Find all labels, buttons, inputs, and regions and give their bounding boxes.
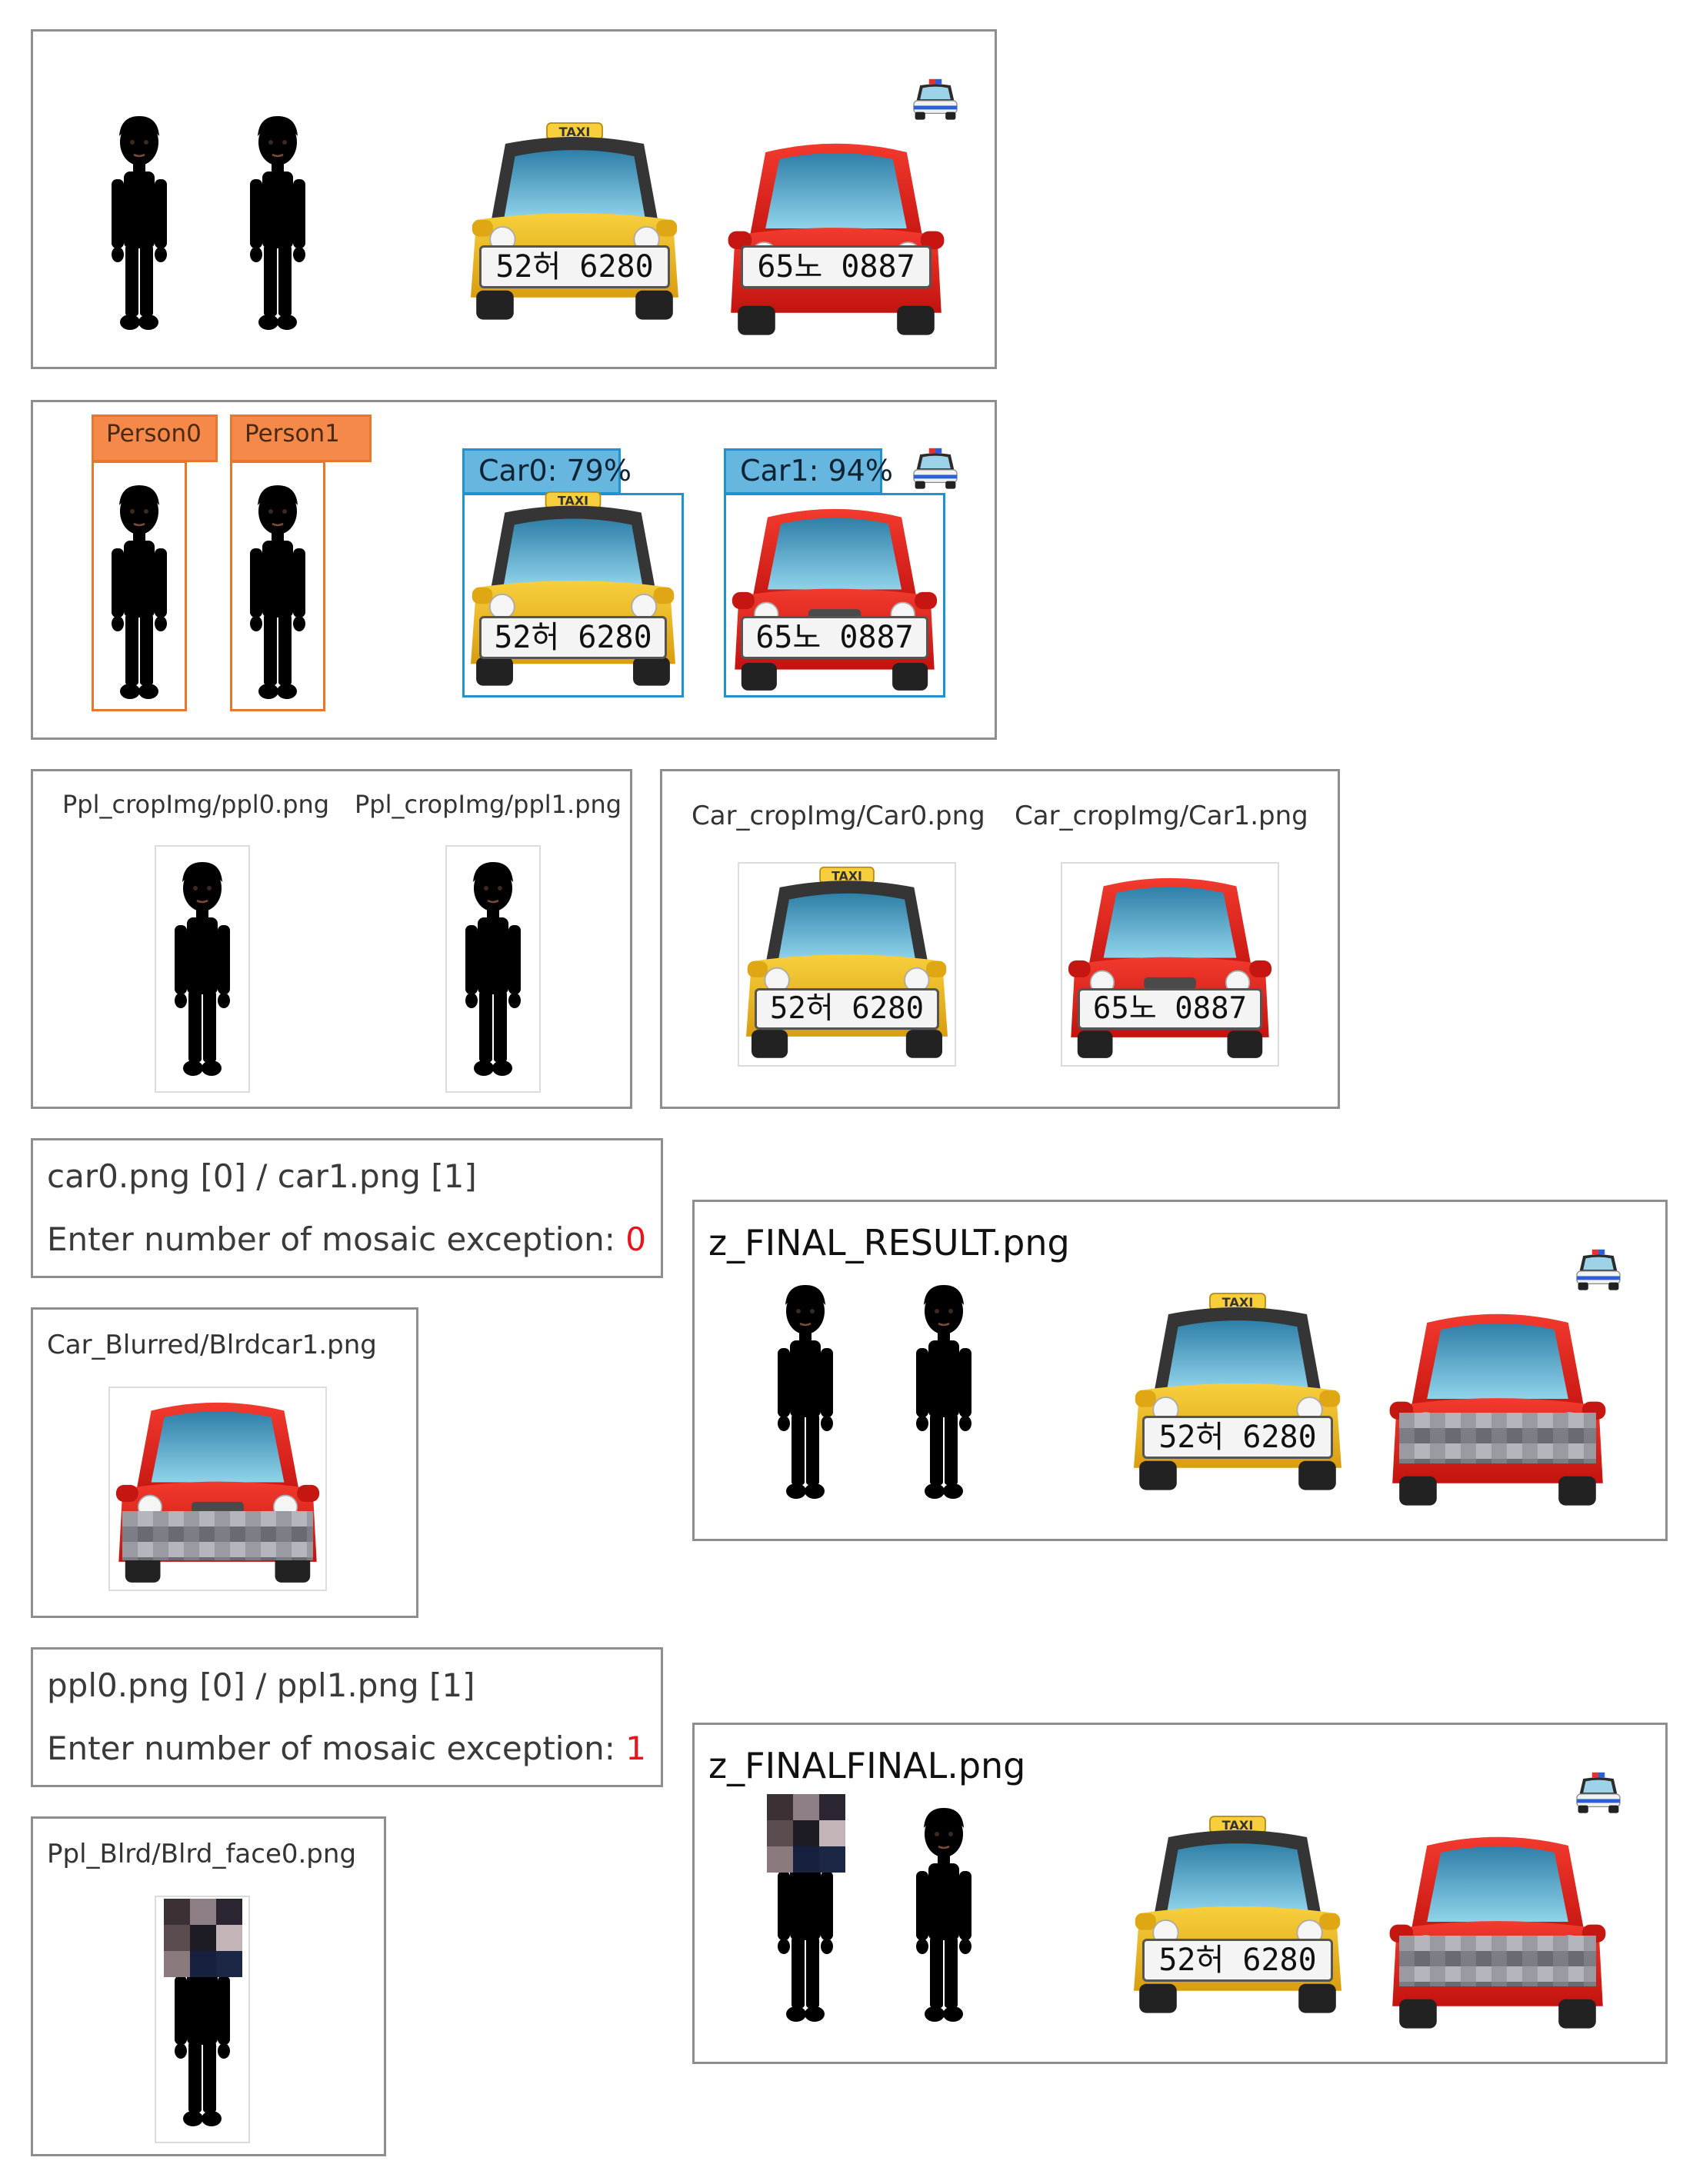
taxi-icon (1127, 1809, 1348, 2017)
taxi-plate: 52허 6280 (1142, 1939, 1333, 1982)
taxi-icon (1127, 1287, 1348, 1494)
ppl0-crop-image (155, 845, 250, 1093)
person-man-icon (905, 1277, 982, 1508)
final-final-panel: z_FINALFINAL.png 52허 6280 (692, 1723, 1668, 2064)
car-exception-prompt: Enter number of mosaic exception: 0 (47, 1220, 646, 1258)
ppl-blurred-panel: Ppl_Blrd/Blrd_face0.png (31, 1816, 386, 2156)
final-result-title: z_FINAL_RESULT.png (708, 1222, 1070, 1263)
ppl-exception-prompt: Enter number of mosaic exception: 1 (47, 1730, 646, 1767)
car-file-list: car0.png [0] / car1.png [1] (47, 1157, 477, 1195)
red-car-icon (725, 498, 944, 694)
red-car-plate: 65노 0887 (741, 616, 928, 659)
car-crops-panel: Car_cropImg/Car0.png Car_cropImg/Car1.pn… (660, 769, 1340, 1109)
car-blurred-caption: Car_Blurred/Blrdcar1.png (47, 1330, 377, 1360)
car0-crop-image: 52허 6280 (738, 862, 956, 1067)
person-man-icon (239, 478, 316, 708)
detection-panel: Person0 Person1 Car0: 79% 52허 6280 Car1:… (31, 400, 997, 740)
taxi-plate: 52허 6280 (479, 245, 670, 288)
car-exception-panel: car0.png [0] / car1.png [1] Enter number… (31, 1138, 663, 1278)
person-blond-icon (101, 478, 178, 708)
mosaic-plate (1399, 1413, 1596, 1463)
car0-crop-caption: Car_cropImg/Car0.png (692, 801, 985, 831)
taxi-icon (739, 861, 955, 1062)
red-car-icon (1062, 867, 1278, 1062)
car1-crop-image: 65노 0887 (1061, 862, 1279, 1067)
car1-label: Car1: 94% (724, 448, 893, 494)
red-car-icon (725, 132, 947, 339)
police-car-icon (1573, 1248, 1624, 1293)
car-blurred-panel: Car_Blurred/Blrdcar1.png (31, 1307, 418, 1618)
car0-label: Car0: 79% (462, 448, 632, 494)
police-car-icon (910, 447, 961, 491)
ppl-blurred-caption: Ppl_Blrd/Blrd_face0.png (47, 1839, 357, 1869)
original-image-panel: 52허 6280 65노 0887 (31, 29, 997, 369)
ppl1-crop-image (445, 845, 541, 1093)
taxi-plate: 52허 6280 (755, 988, 939, 1030)
ppl1-crop-caption: Ppl_cropImg/ppl1.png (355, 790, 622, 819)
person-blond-icon (164, 854, 241, 1085)
taxi-icon (464, 116, 685, 324)
ppl-exception-prompt-text: Enter number of mosaic exception: (47, 1730, 626, 1767)
police-car-icon (1573, 1771, 1624, 1816)
person-man-icon (905, 1800, 982, 2031)
people-exception-panel: ppl0.png [0] / ppl1.png [1] Enter number… (31, 1647, 663, 1787)
car-blurred-image (108, 1387, 327, 1591)
taxi-plate: 52허 6280 (1142, 1416, 1333, 1459)
final-result-panel: z_FINAL_RESULT.png 52허 6280 (692, 1200, 1668, 1541)
taxi-icon (464, 485, 682, 690)
police-car-icon (910, 78, 961, 122)
ppl-blurred-image (155, 1896, 250, 2143)
person0-label: Person0 (92, 414, 218, 462)
ppl-file-list: ppl0.png [0] / ppl1.png [1] (47, 1666, 475, 1704)
ppl-exception-value[interactable]: 1 (625, 1730, 647, 1767)
car1-crop-caption: Car_cropImg/Car1.png (1015, 801, 1308, 831)
person1-label: Person1 (230, 414, 372, 462)
car-exception-prompt-text: Enter number of mosaic exception: (47, 1220, 626, 1258)
taxi-plate: 52허 6280 (479, 616, 667, 659)
car-exception-value[interactable]: 0 (625, 1220, 647, 1258)
ppl0-crop-caption: Ppl_cropImg/ppl0.png (62, 790, 330, 819)
red-car-icon (1387, 1302, 1608, 1510)
person-man-icon (239, 108, 316, 339)
person-blond-icon (101, 108, 178, 339)
face-mosaic (164, 1899, 242, 1977)
final-final-title: z_FINALFINAL.png (708, 1745, 1026, 1786)
red-car-icon (1387, 1825, 1608, 2033)
mosaic-plate (1399, 1936, 1596, 1986)
person-man-icon (455, 854, 532, 1085)
face-mosaic (767, 1794, 845, 1873)
people-crops-panel: Ppl_cropImg/ppl0.png Ppl_cropImg/ppl1.pn… (31, 769, 632, 1109)
mosaic-plate (122, 1511, 313, 1560)
red-car-plate: 65노 0887 (1078, 988, 1262, 1030)
red-car-plate: 65노 0887 (741, 245, 931, 288)
person-blond-icon (767, 1277, 844, 1508)
